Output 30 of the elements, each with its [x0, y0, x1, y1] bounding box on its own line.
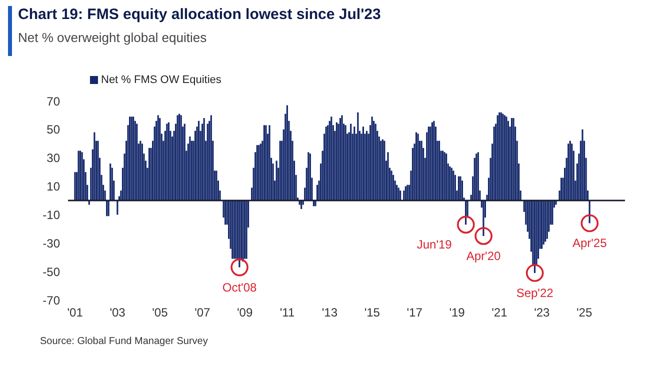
- annotation: Apr'20: [466, 249, 502, 264]
- y-tick-label: -70: [42, 293, 60, 308]
- x-tick-label: '01: [67, 306, 84, 320]
- x-tick-label: '19: [449, 306, 466, 320]
- x-tick-label: '25: [576, 306, 592, 320]
- x-tick-label: '11: [280, 306, 295, 320]
- y-tick-label: -30: [42, 236, 60, 250]
- annotation: Jun'19: [416, 238, 452, 252]
- annotation: Sep'22: [516, 286, 554, 300]
- x-tick-label: '03: [110, 306, 126, 320]
- chart-title: Chart 19: FMS equity allocation lowest since Jul'23: [18, 6, 381, 23]
- y-tick-label: 50: [46, 122, 60, 137]
- annotation: Oct'08: [222, 280, 257, 294]
- x-tick-label: '23: [534, 306, 550, 320]
- x-tick-label: '05: [152, 306, 168, 320]
- legend-label: Net % FMS OW Equities: [101, 74, 222, 86]
- x-tick-label: '15: [364, 306, 380, 320]
- source-note: Source: Global Fund Manager Survey: [40, 336, 208, 347]
- chart-subtitle: Net % overweight global equities: [18, 30, 207, 45]
- x-tick-label: '21: [492, 306, 508, 320]
- y-tick-label: -50: [42, 264, 60, 279]
- annotation: Apr'25: [572, 236, 608, 250]
- x-tick-label: '09: [237, 306, 253, 320]
- x-tick-label: '17: [406, 306, 423, 320]
- y-tick-label: 70: [46, 94, 60, 108]
- y-tick-label: -10: [42, 208, 60, 222]
- y-tick-label: 30: [46, 151, 60, 166]
- x-tick-label: '07: [194, 306, 211, 320]
- x-tick-label: '13: [322, 306, 338, 320]
- y-tick-label: 10: [46, 180, 60, 194]
